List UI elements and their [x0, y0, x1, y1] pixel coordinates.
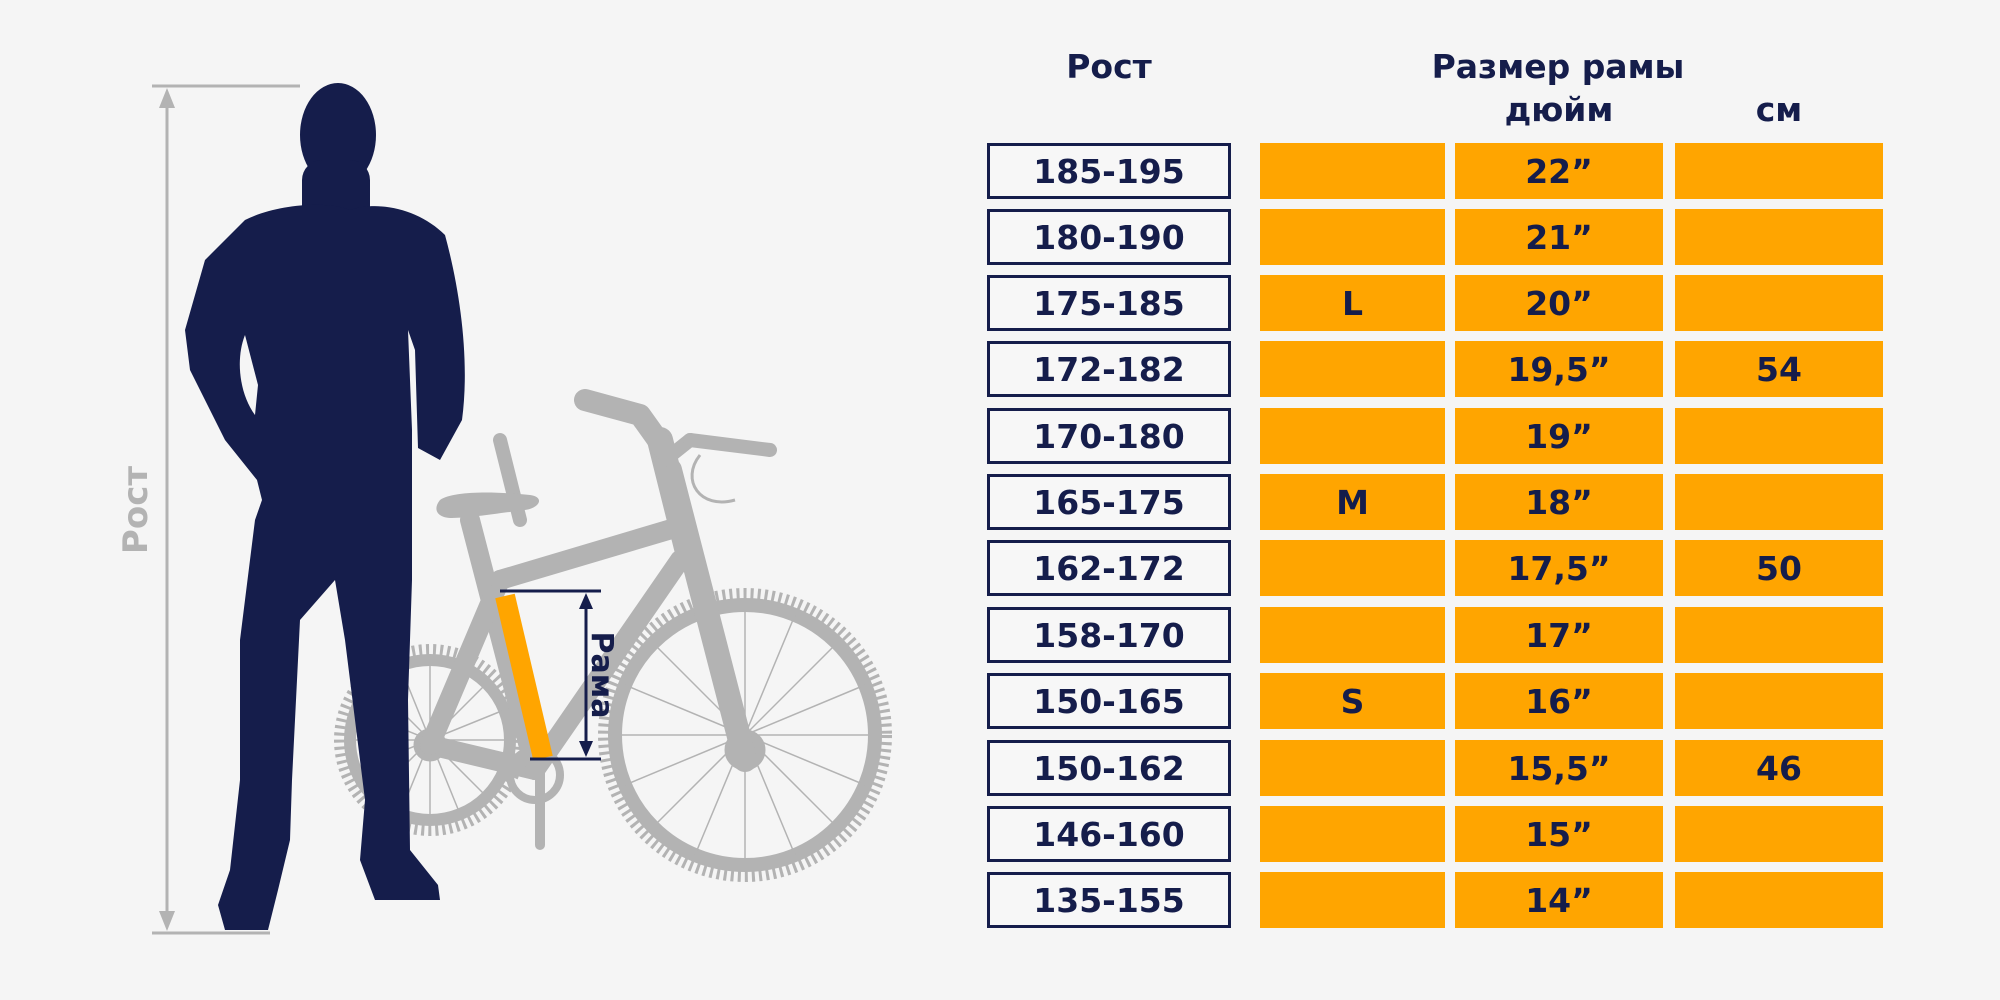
- frame-letter-cell: S: [1260, 673, 1445, 729]
- frame-letter-cell: [1260, 143, 1445, 199]
- height-range-cell: 162-172: [987, 540, 1231, 596]
- frame-inch-cell: 15”: [1455, 806, 1663, 862]
- height-range-cell: 165-175: [987, 474, 1231, 530]
- frame-inch-cell: 17”: [1455, 607, 1663, 663]
- frame-marker-label: Рама: [584, 632, 619, 719]
- frame-inch-cell: 21”: [1455, 209, 1663, 265]
- frame-letter-cell: [1260, 806, 1445, 862]
- frame-cm-cell: [1675, 474, 1883, 530]
- height-dimension: Рост: [116, 84, 300, 935]
- frame-letter-cell: L: [1260, 275, 1445, 331]
- frame-letter-cell: [1260, 872, 1445, 928]
- frame-inch-cell: 20”: [1455, 275, 1663, 331]
- frame-letter-cell: M: [1260, 474, 1445, 530]
- height-range-cell: 135-155: [987, 872, 1231, 928]
- frame-cm-cell: [1675, 806, 1883, 862]
- height-range-cell: 158-170: [987, 607, 1231, 663]
- header-inch: дюйм: [1504, 90, 1614, 129]
- frame-cm-cell: [1675, 607, 1883, 663]
- height-range-cell: 185-195: [987, 143, 1231, 199]
- frame-cm-cell: [1675, 209, 1883, 265]
- person-arm-gap: [239, 335, 258, 415]
- frame-seat-tube-highlight: [495, 593, 553, 761]
- frame-inch-cell: 19”: [1455, 408, 1663, 464]
- frame-cm-cell: 46: [1675, 740, 1883, 796]
- frame-letter-cell: [1260, 408, 1445, 464]
- bicycle: [334, 389, 892, 882]
- height-range-cell: 180-190: [987, 209, 1231, 265]
- frame-cm-cell: [1675, 275, 1883, 331]
- height-range-cell: 175-185: [987, 275, 1231, 331]
- person-silhouette: [185, 83, 465, 930]
- frame-cm-cell: 50: [1675, 540, 1883, 596]
- frame-letter-cell: [1260, 540, 1445, 596]
- frame-inch-cell: 19,5”: [1455, 341, 1663, 397]
- height-range-cell: 150-162: [987, 740, 1231, 796]
- frame-inch-cell: 22”: [1455, 143, 1663, 199]
- height-range-cell: 172-182: [987, 341, 1231, 397]
- bicycle-saddle: [436, 492, 540, 518]
- frame-cm-cell: 54: [1675, 341, 1883, 397]
- header-height: Рост: [1066, 47, 1152, 86]
- frame-letter-cell: [1260, 740, 1445, 796]
- frame-inch-cell: 18”: [1455, 474, 1663, 530]
- frame-inch-cell: 14”: [1455, 872, 1663, 928]
- header-frame-size: Размер рамы: [1431, 47, 1685, 86]
- frame-cm-cell: [1675, 143, 1883, 199]
- height-range-cell: 170-180: [987, 408, 1231, 464]
- frame-cm-cell: [1675, 872, 1883, 928]
- frame-letter-cell: [1260, 341, 1445, 397]
- frame-dimension: Рама: [500, 589, 619, 761]
- frame-letter-cell: [1260, 607, 1445, 663]
- frame-inch-cell: 15,5”: [1455, 740, 1663, 796]
- frame-inch-cell: 16”: [1455, 673, 1663, 729]
- frame-letter-cell: [1260, 209, 1445, 265]
- height-range-cell: 146-160: [987, 806, 1231, 862]
- illustration: Рост: [116, 83, 892, 935]
- header-cm: см: [1755, 90, 1803, 129]
- frame-cm-cell: [1675, 673, 1883, 729]
- height-range-cell: 150-165: [987, 673, 1231, 729]
- frame-cm-cell: [1675, 408, 1883, 464]
- height-side-label: Рост: [116, 466, 156, 554]
- frame-inch-cell: 17,5”: [1455, 540, 1663, 596]
